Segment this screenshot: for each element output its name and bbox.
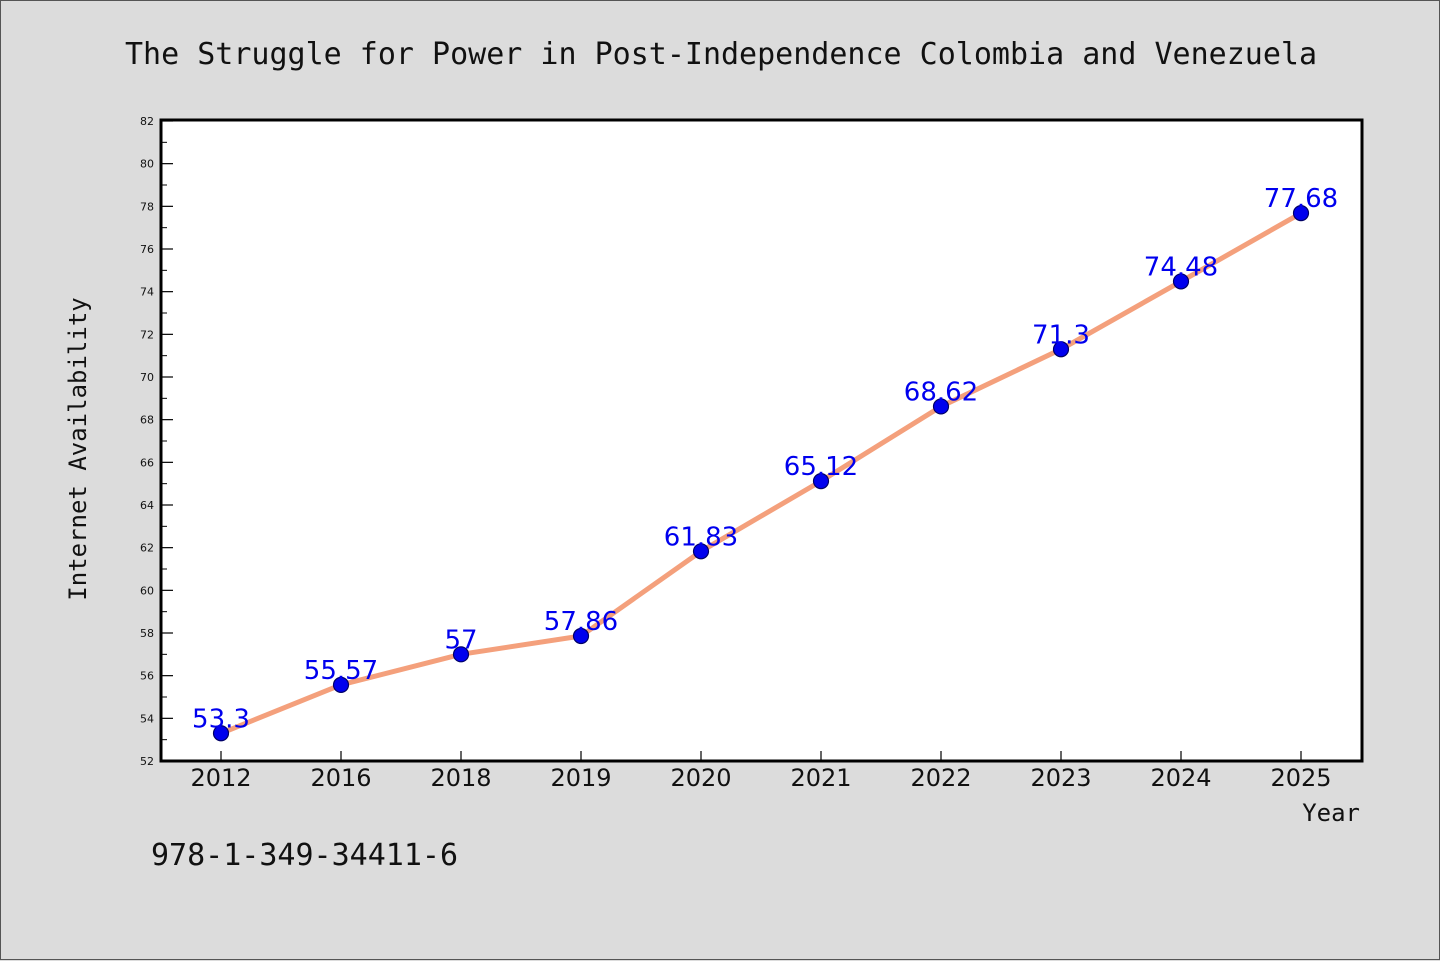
y-tick-label: 68 [140, 414, 154, 427]
x-tick-label: 2025 [1270, 764, 1331, 792]
y-tick-label: 74 [140, 286, 154, 299]
x-axis: 2012 2016 2018 2019 2020 2021 2022 2023 2024 2025 [190, 751, 1332, 792]
series-line [218, 210, 1304, 736]
y-tick-label: 78 [140, 200, 154, 213]
y-tick-label: 76 [140, 243, 154, 256]
data-label: 68.62 [904, 377, 978, 407]
y-axis-title: Internet Availability [64, 297, 92, 600]
x-tick-label: 2020 [670, 764, 731, 792]
y-tick-label: 70 [140, 371, 154, 384]
data-point [812, 473, 830, 490]
data-label: 74.48 [1144, 252, 1218, 282]
y-tick-label: 80 [140, 158, 154, 171]
data-label: 71.3 [1032, 320, 1090, 350]
x-axis-title: Year [1302, 799, 1360, 827]
y-tick-label: 60 [140, 584, 154, 597]
data-label-group: 53.3 55.57 57 57.86 61.83 65.12 68.62 71.3 74.48… [192, 184, 1338, 734]
data-point [932, 398, 950, 415]
data-label: 65.12 [784, 452, 858, 482]
x-tick-label: 2021 [790, 764, 851, 792]
data-label: 77.68 [1264, 184, 1338, 214]
x-tick-label: 2016 [310, 764, 371, 792]
data-label: 57.86 [544, 607, 618, 637]
data-label: 57 [444, 625, 477, 655]
x-tick-label: 2023 [1030, 764, 1091, 792]
series-group [212, 205, 1310, 742]
plot-area [159, 118, 1364, 763]
y-tick-label: 62 [140, 542, 154, 555]
y-tick-label: 64 [140, 499, 154, 512]
y-axis: 52 54 56 58 60 62 64 66 68 70 72 74 76 78 80 82 [140, 115, 173, 768]
y-tick-label: 54 [140, 712, 154, 725]
data-label: 53.3 [192, 704, 250, 734]
isbn-text: 978-1-349-34411-6 [151, 838, 458, 873]
x-tick-label: 2024 [1150, 764, 1211, 792]
data-point [692, 543, 710, 560]
data-point [452, 646, 470, 663]
x-tick-label: 2019 [550, 764, 611, 792]
y-tick-label: 66 [140, 456, 154, 469]
data-point [212, 725, 230, 742]
data-point [572, 627, 590, 645]
chart-title: The Struggle for Power in Post-Independe… [125, 37, 1317, 72]
x-tick-label: 2022 [910, 764, 971, 792]
data-point [1292, 205, 1310, 222]
data-point [1172, 273, 1190, 290]
y-tick-label: 58 [140, 627, 154, 640]
data-label: 61.83 [664, 522, 738, 552]
y-tick-label: 72 [140, 328, 154, 341]
x-tick-label: 2012 [190, 764, 251, 792]
y-tick-label: 52 [140, 755, 154, 768]
y-tick-label: 82 [140, 115, 154, 128]
x-tick-label: 2018 [430, 764, 491, 792]
y-tick-label: 56 [140, 670, 154, 683]
data-point [332, 676, 350, 693]
data-label: 55.57 [304, 656, 378, 686]
data-point [1052, 341, 1070, 358]
